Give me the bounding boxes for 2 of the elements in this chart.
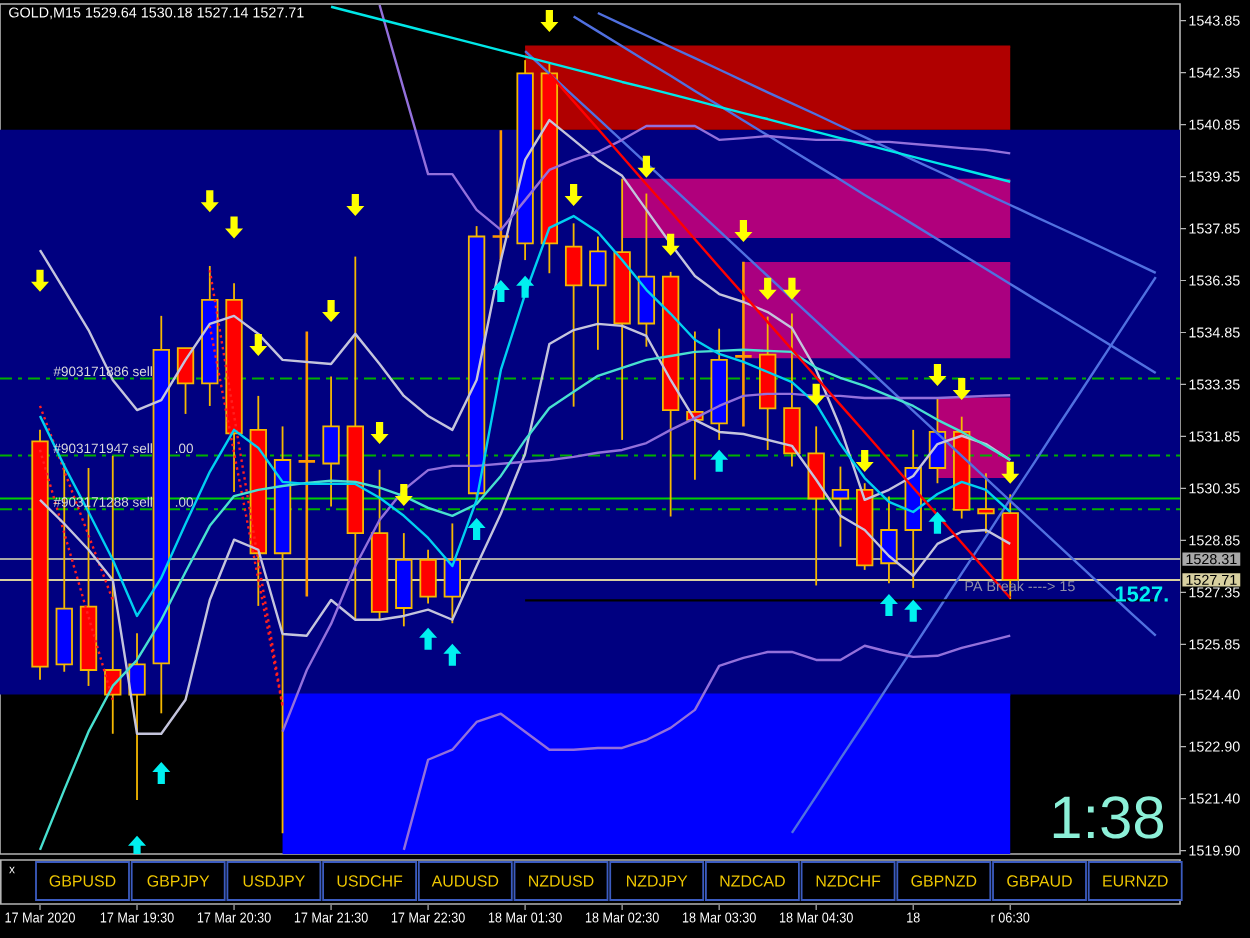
annotation: 1527.	[1115, 586, 1168, 602]
annotation: 1:38	[1053, 796, 1164, 839]
